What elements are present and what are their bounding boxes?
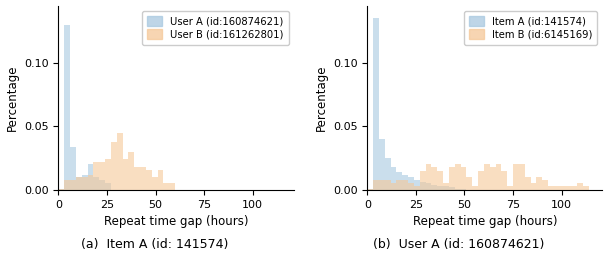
Bar xyxy=(123,159,128,190)
Bar xyxy=(76,177,82,190)
Bar xyxy=(426,164,432,190)
Bar xyxy=(455,164,461,190)
Bar xyxy=(402,180,408,190)
Bar xyxy=(531,183,536,190)
Bar xyxy=(408,177,414,190)
Bar xyxy=(94,162,99,190)
Bar xyxy=(560,186,565,190)
Bar xyxy=(548,186,554,190)
Bar xyxy=(64,180,70,190)
Bar xyxy=(449,187,455,190)
X-axis label: Repeat time gap (hours): Repeat time gap (hours) xyxy=(104,215,248,228)
Bar xyxy=(443,186,449,190)
Bar xyxy=(128,152,134,190)
Bar xyxy=(472,186,478,190)
Bar xyxy=(484,164,489,190)
Bar xyxy=(402,174,408,190)
Bar xyxy=(437,186,443,190)
Bar xyxy=(408,183,414,190)
Bar xyxy=(420,182,426,190)
Bar xyxy=(390,167,396,190)
Bar xyxy=(64,25,70,190)
Bar xyxy=(70,147,76,190)
Bar xyxy=(478,171,484,190)
Bar xyxy=(88,174,94,190)
Bar xyxy=(367,188,373,190)
Bar xyxy=(82,174,88,190)
Bar xyxy=(58,188,64,190)
Bar xyxy=(432,185,437,190)
Bar xyxy=(572,186,577,190)
Bar xyxy=(58,188,64,190)
Bar xyxy=(414,186,420,190)
Bar xyxy=(379,139,385,190)
Bar xyxy=(554,186,560,190)
Bar xyxy=(390,183,396,190)
Bar xyxy=(140,167,146,190)
Text: (a)  Item A (id: 141574): (a) Item A (id: 141574) xyxy=(81,239,229,251)
Bar xyxy=(437,171,443,190)
Bar xyxy=(373,18,379,190)
Bar xyxy=(583,186,589,190)
Bar xyxy=(565,186,572,190)
Bar xyxy=(449,167,455,190)
Bar xyxy=(443,183,449,190)
Bar xyxy=(70,180,76,190)
Bar xyxy=(519,164,525,190)
Bar xyxy=(111,141,117,190)
Bar xyxy=(507,186,513,190)
Bar xyxy=(385,180,390,190)
Bar xyxy=(146,169,152,190)
Bar xyxy=(414,180,420,190)
Bar xyxy=(105,159,111,190)
Bar xyxy=(157,169,164,190)
Text: (b)  User A (id: 160874621): (b) User A (id: 160874621) xyxy=(373,239,545,251)
Bar xyxy=(379,180,385,190)
Bar xyxy=(99,180,105,190)
X-axis label: Repeat time gap (hours): Repeat time gap (hours) xyxy=(413,215,557,228)
Bar xyxy=(396,180,402,190)
Bar xyxy=(466,177,472,190)
Bar xyxy=(542,180,548,190)
Bar xyxy=(455,188,461,190)
Bar xyxy=(94,177,99,190)
Bar xyxy=(82,177,88,190)
Bar xyxy=(367,188,373,190)
Bar xyxy=(577,183,583,190)
Bar xyxy=(432,167,437,190)
Bar xyxy=(88,164,94,190)
Bar xyxy=(134,167,140,190)
Bar xyxy=(396,172,402,190)
Bar xyxy=(489,167,496,190)
Bar xyxy=(385,158,390,190)
Y-axis label: Percentage: Percentage xyxy=(314,65,328,131)
Bar xyxy=(461,167,466,190)
Bar xyxy=(502,171,507,190)
Bar xyxy=(373,180,379,190)
Bar xyxy=(76,177,82,190)
Bar xyxy=(461,188,466,190)
Bar xyxy=(99,162,105,190)
Bar xyxy=(513,164,519,190)
Bar xyxy=(426,183,432,190)
Legend: User A (id:160874621), User B (id:161262801): User A (id:160874621), User B (id:161262… xyxy=(142,11,289,44)
Legend: Item A (id:141574), Item B (id:6145169): Item A (id:141574), Item B (id:6145169) xyxy=(464,11,598,44)
Bar xyxy=(420,171,426,190)
Y-axis label: Percentage: Percentage xyxy=(5,65,19,131)
Bar xyxy=(525,177,531,190)
Bar xyxy=(536,177,542,190)
Bar xyxy=(117,133,123,190)
Bar xyxy=(169,183,175,190)
Bar xyxy=(105,183,111,190)
Bar xyxy=(152,177,157,190)
Bar xyxy=(164,183,169,190)
Bar xyxy=(496,164,502,190)
